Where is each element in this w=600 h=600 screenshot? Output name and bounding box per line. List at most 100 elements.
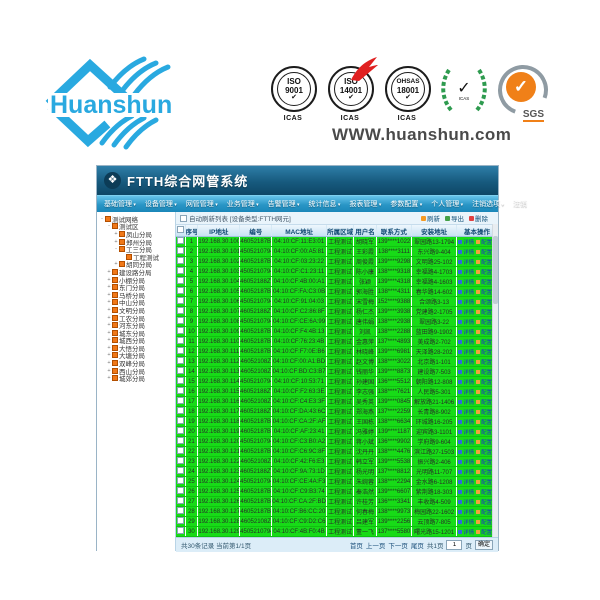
tree-item[interactable]: + 小棚分局 (99, 276, 175, 285)
config-link[interactable]: 配置 (476, 308, 492, 316)
tree-item[interactable]: + 胡同分局 (99, 261, 175, 269)
tree-item[interactable]: + 中山分局 (99, 299, 175, 307)
detail-link[interactable]: 详情 (458, 518, 474, 526)
detail-link[interactable]: 详情 (458, 268, 474, 276)
tree-item[interactable]: + 马桥分局 (99, 291, 175, 300)
config-link[interactable]: 配置 (476, 238, 492, 246)
row-checkbox[interactable] (176, 327, 184, 334)
tree-expander-icon[interactable]: + (107, 360, 111, 367)
config-link[interactable]: 配置 (476, 398, 492, 406)
detail-link[interactable]: 详情 (458, 288, 474, 296)
row-checkbox[interactable] (176, 427, 184, 434)
tree-expander-icon[interactable]: + (107, 284, 111, 291)
config-link[interactable]: 配置 (476, 528, 492, 536)
tree-expander-icon[interactable]: - (108, 223, 110, 230)
detail-link[interactable]: 详情 (458, 468, 474, 476)
menu-item[interactable]: 告警管理 (268, 199, 300, 209)
row-checkbox[interactable] (176, 417, 184, 424)
tree-expander-icon[interactable]: + (107, 268, 111, 275)
row-checkbox[interactable] (176, 367, 184, 374)
select-all-checkbox[interactable] (176, 226, 184, 233)
tree-expander-icon[interactable]: + (107, 367, 111, 374)
config-link[interactable]: 配置 (476, 438, 492, 446)
row-checkbox[interactable] (176, 317, 184, 324)
config-link[interactable]: 配置 (476, 518, 492, 526)
config-link[interactable]: 配置 (476, 298, 492, 306)
detail-link[interactable]: 详情 (458, 408, 474, 416)
tree-expander-icon[interactable]: + (114, 230, 118, 237)
row-checkbox[interactable] (176, 337, 184, 344)
config-link[interactable]: 配置 (476, 478, 492, 486)
config-link[interactable]: 配置 (476, 248, 492, 256)
menu-item[interactable]: 业务管理 (227, 199, 259, 209)
prev-page-link[interactable]: 上一页 (365, 543, 386, 550)
detail-link[interactable]: 详情 (458, 528, 474, 536)
detail-link[interactable]: 详情 (458, 508, 474, 516)
tree-expander-icon[interactable]: + (107, 291, 111, 298)
menu-item[interactable]: 注销选项 (472, 199, 504, 209)
row-checkbox[interactable] (176, 287, 184, 294)
detail-link[interactable]: 详情 (458, 488, 474, 496)
tree-expander-icon[interactable]: + (114, 238, 118, 245)
delete-button[interactable]: 删除 (469, 213, 488, 223)
config-link[interactable]: 配置 (476, 468, 492, 476)
detail-link[interactable]: 详情 (458, 328, 474, 336)
row-checkbox[interactable] (176, 387, 184, 394)
menu-item[interactable]: 报表管理 (349, 199, 381, 209)
tree-item[interactable]: + 建设路分局 (99, 268, 175, 277)
config-link[interactable]: 配置 (476, 358, 492, 366)
detail-link[interactable]: 详情 (458, 398, 474, 406)
config-link[interactable]: 配置 (476, 318, 492, 326)
tree-item[interactable]: + 城郊分局 (99, 374, 175, 383)
tree-expander-icon[interactable]: + (107, 306, 111, 313)
page-number-input[interactable] (446, 540, 463, 550)
detail-link[interactable]: 详情 (458, 278, 474, 286)
vertical-scrollbar[interactable] (492, 224, 498, 537)
tree-expander-icon[interactable]: + (114, 261, 118, 268)
row-checkbox[interactable] (176, 347, 184, 354)
detail-link[interactable]: 详情 (458, 418, 474, 426)
tree-expander-icon[interactable]: + (107, 322, 111, 329)
detail-link[interactable]: 详情 (458, 348, 474, 356)
tree-item[interactable]: + 大塘分局 (99, 352, 175, 360)
config-link[interactable]: 配置 (476, 378, 492, 386)
detail-link[interactable]: 详情 (458, 368, 474, 376)
config-link[interactable]: 配置 (476, 428, 492, 436)
go-to-page-button[interactable]: 确定 (474, 540, 493, 550)
row-checkbox[interactable] (176, 467, 184, 474)
row-checkbox[interactable] (176, 397, 184, 404)
row-checkbox[interactable] (176, 377, 184, 384)
first-page-link[interactable]: 首页 (349, 543, 363, 550)
tree-item[interactable]: + 城东分局 (99, 329, 175, 338)
tree-item[interactable]: + 河东分局 (99, 321, 175, 330)
detail-link[interactable]: 详情 (458, 248, 474, 256)
row-checkbox[interactable] (176, 457, 184, 464)
config-link[interactable]: 配置 (476, 348, 492, 356)
tree-expander-icon[interactable]: + (107, 344, 111, 351)
tree-expander-icon[interactable]: + (107, 352, 111, 359)
tree-expander-icon[interactable]: - (101, 215, 103, 222)
row-checkbox[interactable] (176, 267, 184, 274)
menu-item[interactable]: 个人管理 (431, 199, 463, 209)
detail-link[interactable]: 详情 (458, 478, 474, 486)
config-link[interactable]: 配置 (476, 458, 492, 466)
menu-item[interactable]: 网管管理 (186, 199, 218, 209)
auto-refresh-checkbox[interactable] (180, 214, 187, 222)
row-checkbox[interactable] (176, 357, 184, 364)
detail-link[interactable]: 详情 (458, 318, 474, 326)
tree-item[interactable]: + 郑州分局 (99, 238, 175, 247)
config-link[interactable]: 配置 (476, 328, 492, 336)
row-checkbox[interactable] (176, 517, 184, 524)
detail-link[interactable]: 详情 (458, 308, 474, 316)
config-link[interactable]: 配置 (476, 508, 492, 516)
tree-expander-icon[interactable]: + (107, 329, 111, 336)
config-link[interactable]: 配置 (476, 448, 492, 456)
menu-item[interactable]: 注销 (513, 201, 528, 208)
tree-expander-icon[interactable]: + (107, 375, 111, 382)
row-checkbox[interactable] (176, 277, 184, 284)
menu-item[interactable]: 基础管理 (104, 199, 136, 209)
tree-expander-icon[interactable]: + (107, 276, 111, 283)
row-checkbox[interactable] (176, 437, 184, 444)
detail-link[interactable]: 详情 (458, 358, 474, 366)
row-checkbox[interactable] (176, 257, 184, 264)
